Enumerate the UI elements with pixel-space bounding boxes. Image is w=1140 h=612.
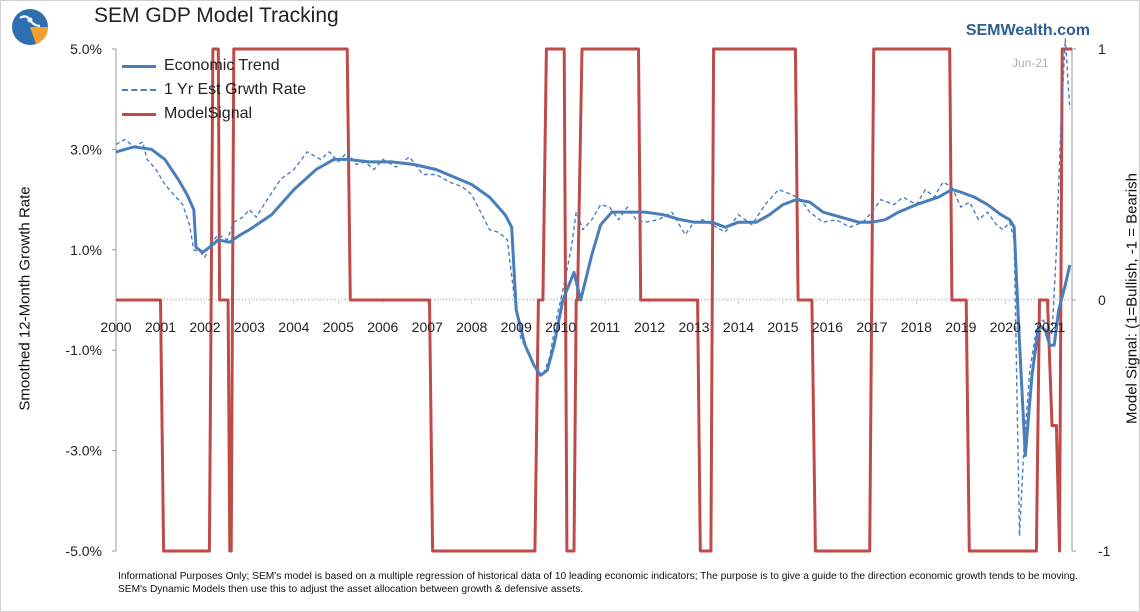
x-tick-label: 2003 [234, 319, 265, 335]
y-tick-label: -3.0% [65, 443, 102, 459]
x-tick-label: 2006 [367, 319, 398, 335]
x-tick-label: 2001 [145, 319, 176, 335]
legend-label-trend: Economic Trend [164, 57, 280, 74]
x-tick-label: 2016 [812, 319, 843, 335]
x-tick-label: 2021 [1034, 319, 1065, 335]
x-tick-label: 2012 [634, 319, 665, 335]
y-axis-label-left: Smoothed 12-Month Growth Rate [16, 186, 34, 411]
x-tick-label: 2015 [767, 319, 798, 335]
x-tick-label: 2019 [945, 319, 976, 335]
x-tick-label: 2017 [856, 319, 887, 335]
logo [12, 9, 49, 45]
y-tick-label: 5.0% [70, 41, 102, 57]
x-tick-label: 2008 [456, 319, 487, 335]
series-1yr-est-growth [115, 38, 1071, 537]
tick-labels: 5.0% 3.0% 1.0% -1.0% -3.0% -5.0% 1 0 -1 2000 2001 2… [65, 41, 1110, 559]
site-link[interactable]: SEMWealth.com [965, 22, 1090, 39]
x-tick-label: 2013 [678, 319, 709, 335]
legend-swatch-signal [122, 112, 156, 116]
chart-title: SEM GDP Model Tracking [94, 4, 339, 27]
series-lines [115, 38, 1072, 553]
legend-swatch-trend [122, 64, 156, 68]
legend-item-signal: ModelSignal [122, 102, 306, 126]
y2-tick-label: -1 [1098, 543, 1111, 559]
legend-item-trend: Economic Trend [122, 54, 306, 78]
series-model-signal [116, 47, 1072, 553]
x-tick-label: 2018 [901, 319, 932, 335]
legend-swatch-estimate [122, 89, 156, 91]
footnote: Informational Purposes Only; SEM's model… [118, 571, 1078, 595]
x-tick-label: 2004 [278, 319, 309, 335]
x-tick-label: 2011 [590, 319, 620, 335]
y-tick-label: -5.0% [65, 543, 102, 559]
y2-tick-label: 0 [1098, 292, 1106, 308]
legend-label-signal: ModelSignal [164, 105, 253, 122]
y-axis-label-right: Model Signal: (1=Bullish, -1 = Bearish [1123, 173, 1140, 424]
x-tick-label: 2000 [100, 319, 131, 335]
x-tick-label: 2014 [723, 319, 754, 335]
x-tick-label: 2007 [412, 319, 443, 335]
y-tick-label: 1.0% [70, 242, 102, 258]
legend-label-estimate: 1 Yr Est Grwth Rate [164, 81, 306, 98]
y-tick-label: 3.0% [70, 141, 102, 157]
legend: Economic Trend 1 Yr Est Grwth Rate Model… [122, 54, 306, 126]
y2-tick-label: 1 [1098, 41, 1106, 57]
series-economic-trend [115, 145, 1072, 458]
logo-wedge-icon [30, 27, 49, 44]
x-tick-label: 2009 [501, 319, 532, 335]
x-tick-label: 2005 [323, 319, 354, 335]
legend-item-estimate: 1 Yr Est Grwth Rate [122, 78, 306, 102]
date-tag: Jun-21 [1012, 56, 1049, 70]
x-tick-label: 2020 [990, 319, 1021, 335]
x-tick-label: 2002 [189, 319, 220, 335]
x-tick-label: 2010 [545, 319, 576, 335]
y-tick-label: -1.0% [65, 342, 102, 358]
